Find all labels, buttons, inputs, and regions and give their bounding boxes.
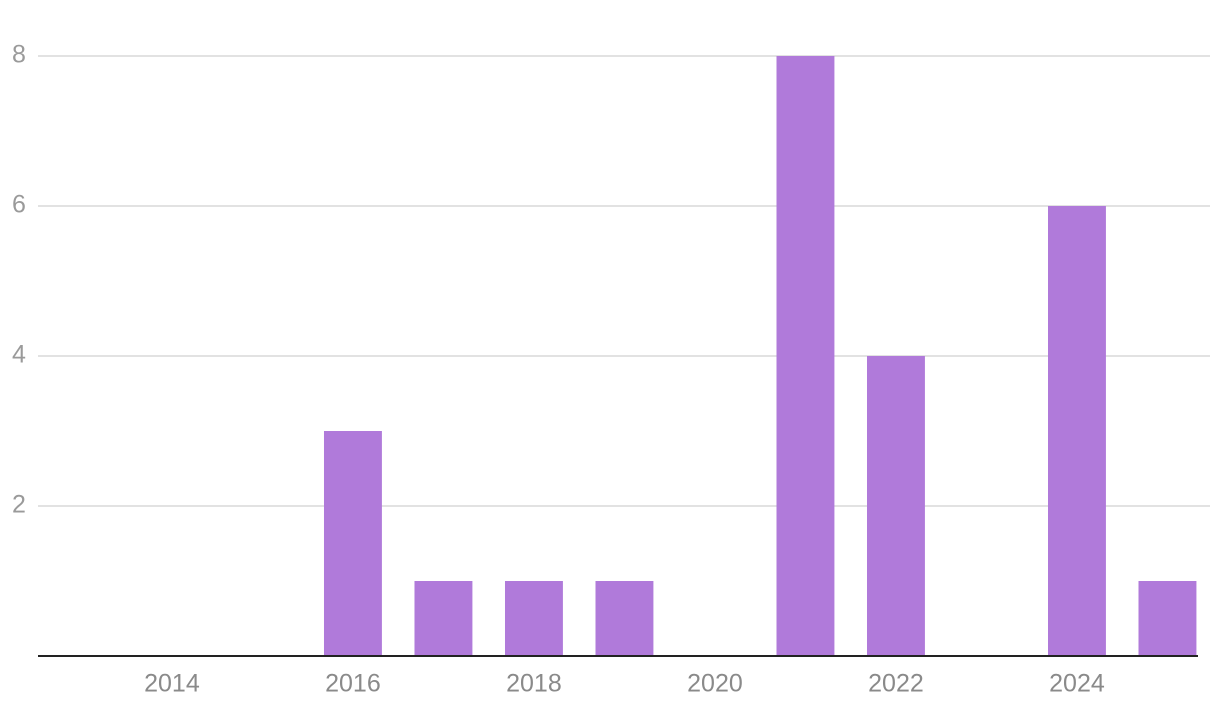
x-tick-label: 2022	[868, 670, 924, 698]
bar	[414, 581, 473, 656]
x-tick-label: 2016	[325, 670, 381, 698]
bar	[866, 356, 925, 656]
bar	[776, 56, 835, 656]
y-tick-label: 2	[12, 491, 26, 519]
y-tick-label: 4	[12, 341, 26, 369]
bar	[595, 581, 654, 656]
bar	[504, 581, 563, 656]
x-tick-label: 2018	[506, 670, 562, 698]
x-tick-label: 2024	[1049, 670, 1105, 698]
bar	[323, 431, 382, 656]
x-tick-label: 2014	[144, 670, 200, 698]
y-tick-label: 8	[12, 41, 26, 69]
y-tick-label: 6	[12, 191, 26, 219]
x-tick-label: 2020	[687, 670, 743, 698]
bar	[1048, 206, 1106, 656]
bar	[1138, 581, 1197, 656]
